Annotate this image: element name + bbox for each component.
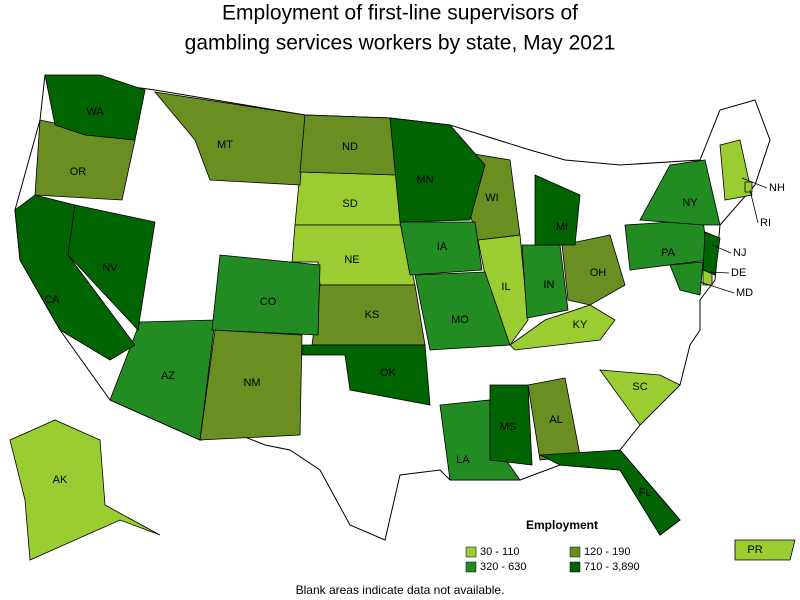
legend-label: 320 - 630 bbox=[480, 561, 526, 573]
title: Employment of first-line supervisors of bbox=[222, 2, 578, 25]
state-label: MS bbox=[500, 421, 517, 433]
state bbox=[509, 304, 616, 351]
title: gambling services workers by state, May … bbox=[185, 32, 616, 55]
state bbox=[702, 231, 721, 276]
state-label: IA bbox=[437, 241, 448, 253]
state-label: MI bbox=[556, 221, 568, 233]
state-label: MO bbox=[451, 314, 469, 326]
leader-line bbox=[711, 244, 732, 254]
state bbox=[489, 384, 533, 466]
state bbox=[199, 329, 303, 441]
state bbox=[561, 234, 626, 306]
state bbox=[534, 174, 581, 246]
state-label: CA bbox=[44, 294, 60, 306]
legend-label: 30 - 110 bbox=[480, 546, 520, 558]
state-label: MD bbox=[736, 287, 753, 299]
state bbox=[719, 139, 753, 201]
state bbox=[639, 159, 721, 226]
state bbox=[538, 449, 681, 536]
state bbox=[389, 117, 486, 223]
state bbox=[67, 204, 156, 331]
state-label: MT bbox=[217, 139, 233, 151]
state-label: NJ bbox=[733, 247, 746, 259]
state-label: SC bbox=[632, 381, 647, 393]
state-label: OR bbox=[70, 166, 87, 178]
state-label: NE bbox=[344, 254, 359, 266]
legend-label: 710 - 3,890 bbox=[584, 561, 640, 573]
state-label: PA bbox=[661, 247, 676, 259]
state-label: WA bbox=[86, 106, 104, 118]
state-label: LA bbox=[456, 454, 470, 466]
leader-line bbox=[749, 189, 759, 224]
legend-title: Employment bbox=[526, 518, 598, 532]
state bbox=[414, 271, 511, 351]
state-label: NM bbox=[243, 377, 260, 389]
state bbox=[399, 221, 483, 276]
state bbox=[734, 539, 796, 561]
state-label: NH bbox=[769, 182, 785, 194]
state bbox=[154, 91, 306, 186]
state-label: KY bbox=[573, 319, 588, 331]
leader-line bbox=[699, 281, 735, 294]
state-label: OK bbox=[380, 367, 397, 379]
state-label: WI bbox=[485, 192, 498, 204]
legend-label: 120 - 190 bbox=[584, 546, 630, 558]
state-label: PR bbox=[747, 544, 762, 556]
state-label: IN bbox=[544, 279, 555, 291]
state-label: AL bbox=[549, 414, 562, 426]
legend-swatch bbox=[569, 561, 581, 573]
state-label: DE bbox=[731, 267, 746, 279]
legend-swatch bbox=[569, 546, 581, 558]
state-label: MN bbox=[416, 174, 433, 186]
legend-swatch bbox=[465, 561, 477, 573]
state bbox=[301, 344, 431, 406]
footnote: Blank areas indicate data not available. bbox=[296, 583, 505, 597]
legend: Employment bbox=[526, 518, 598, 532]
state bbox=[9, 419, 161, 561]
state bbox=[109, 319, 216, 441]
state-label: AK bbox=[53, 474, 68, 486]
leader-line bbox=[741, 177, 768, 189]
state bbox=[599, 369, 681, 426]
state-label: KS bbox=[365, 309, 380, 321]
leader-line bbox=[709, 271, 730, 274]
state-label: NV bbox=[102, 262, 118, 274]
state bbox=[211, 254, 321, 336]
state-label: FL bbox=[639, 487, 652, 499]
state bbox=[669, 261, 704, 296]
state-label: ND bbox=[342, 141, 358, 153]
state-label: SD bbox=[342, 198, 357, 210]
state-label: IL bbox=[501, 281, 510, 293]
state-label: RI bbox=[760, 217, 771, 229]
legend-swatch bbox=[465, 546, 477, 558]
state bbox=[744, 181, 753, 193]
state-label: CO bbox=[260, 296, 277, 308]
state bbox=[44, 74, 146, 141]
state-label: NY bbox=[682, 197, 698, 209]
state-label: AZ bbox=[161, 370, 175, 382]
state-label: OH bbox=[590, 267, 607, 279]
